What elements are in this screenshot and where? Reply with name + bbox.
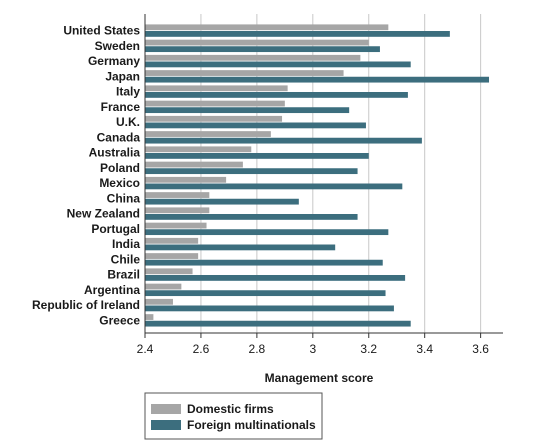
bar-foreign bbox=[145, 46, 380, 53]
bar-domestic bbox=[145, 237, 199, 244]
bar-domestic bbox=[145, 85, 288, 92]
bar-foreign bbox=[145, 31, 450, 37]
x-tick-label: 3 bbox=[309, 342, 316, 356]
legend-swatch-foreign bbox=[151, 420, 181, 430]
bar-foreign bbox=[145, 107, 350, 114]
x-tick-label: 3.4 bbox=[416, 342, 433, 356]
x-axis-ticks: 2.4 2.6 2.8 3 3.2 3.4 3.6 bbox=[137, 333, 489, 356]
category-label: China bbox=[107, 191, 141, 205]
bar-foreign bbox=[145, 137, 422, 144]
category-label: Italy bbox=[116, 85, 140, 99]
bar-foreign bbox=[145, 153, 369, 159]
category-label: Portugal bbox=[91, 222, 140, 236]
category-label: New Zealand bbox=[67, 207, 140, 221]
bar-domestic bbox=[145, 100, 285, 107]
bar-foreign bbox=[145, 198, 299, 205]
bar-foreign bbox=[145, 76, 490, 83]
bar-domestic bbox=[145, 298, 173, 305]
bar-foreign bbox=[145, 92, 408, 98]
bar-foreign bbox=[145, 305, 394, 312]
bar-domestic bbox=[145, 314, 154, 320]
bar-foreign bbox=[145, 168, 358, 175]
bar-domestic bbox=[145, 131, 271, 137]
bar-domestic bbox=[145, 70, 344, 76]
category-label: Brazil bbox=[107, 268, 140, 282]
bar-domestic bbox=[145, 192, 210, 198]
legend-label-domestic: Domestic firms bbox=[187, 402, 274, 416]
category-label: Republic of Ireland bbox=[32, 298, 140, 312]
category-label: Mexico bbox=[99, 176, 140, 190]
bar-foreign bbox=[145, 290, 386, 297]
legend-swatch-domestic bbox=[151, 404, 181, 414]
category-label: France bbox=[101, 100, 141, 114]
category-label: Greece bbox=[99, 313, 140, 327]
category-label: Argentina bbox=[84, 283, 140, 297]
bar-foreign bbox=[145, 320, 411, 327]
bar-domestic bbox=[145, 54, 361, 61]
x-tick-label: 3.6 bbox=[472, 342, 489, 356]
bar-foreign bbox=[145, 61, 411, 68]
bar-domestic bbox=[145, 268, 193, 275]
bar-domestic bbox=[145, 283, 182, 290]
x-tick-label: 2.4 bbox=[137, 342, 154, 356]
bar-foreign bbox=[145, 244, 336, 251]
bar-domestic bbox=[145, 176, 227, 183]
category-label: Poland bbox=[100, 161, 140, 175]
category-label: Australia bbox=[89, 146, 141, 160]
category-label: United States bbox=[63, 24, 140, 38]
legend: Domestic firms Foreign multinationals bbox=[144, 392, 323, 440]
category-label: India bbox=[112, 237, 140, 251]
bar-domestic bbox=[145, 222, 207, 229]
bar-foreign bbox=[145, 259, 383, 266]
bar-foreign bbox=[145, 229, 389, 236]
bar-domestic bbox=[145, 253, 199, 259]
legend-box bbox=[144, 392, 323, 440]
bar-domestic bbox=[145, 161, 243, 168]
bar-foreign bbox=[145, 122, 366, 129]
category-label: Sweden bbox=[95, 39, 140, 53]
category-label: Chile bbox=[111, 252, 141, 266]
x-tick-label: 2.8 bbox=[249, 342, 266, 356]
category-label: Germany bbox=[88, 54, 140, 68]
category-label: Japan bbox=[105, 69, 140, 83]
bar-domestic bbox=[145, 24, 389, 31]
x-tick-label: 2.6 bbox=[193, 342, 210, 356]
bar-domestic bbox=[145, 115, 283, 122]
bar-domestic bbox=[145, 207, 210, 214]
x-axis-title: Management score bbox=[265, 371, 374, 385]
bar-foreign bbox=[145, 214, 358, 220]
bar-domestic bbox=[145, 146, 252, 153]
x-tick-label: 3.2 bbox=[360, 342, 377, 356]
category-label: Canada bbox=[97, 130, 141, 144]
category-label: U.K. bbox=[116, 115, 140, 129]
bar-foreign bbox=[145, 183, 403, 190]
bars bbox=[145, 24, 490, 327]
legend-label-foreign: Foreign multinationals bbox=[187, 418, 316, 432]
bar-foreign bbox=[145, 275, 406, 281]
bar-domestic bbox=[145, 39, 369, 46]
